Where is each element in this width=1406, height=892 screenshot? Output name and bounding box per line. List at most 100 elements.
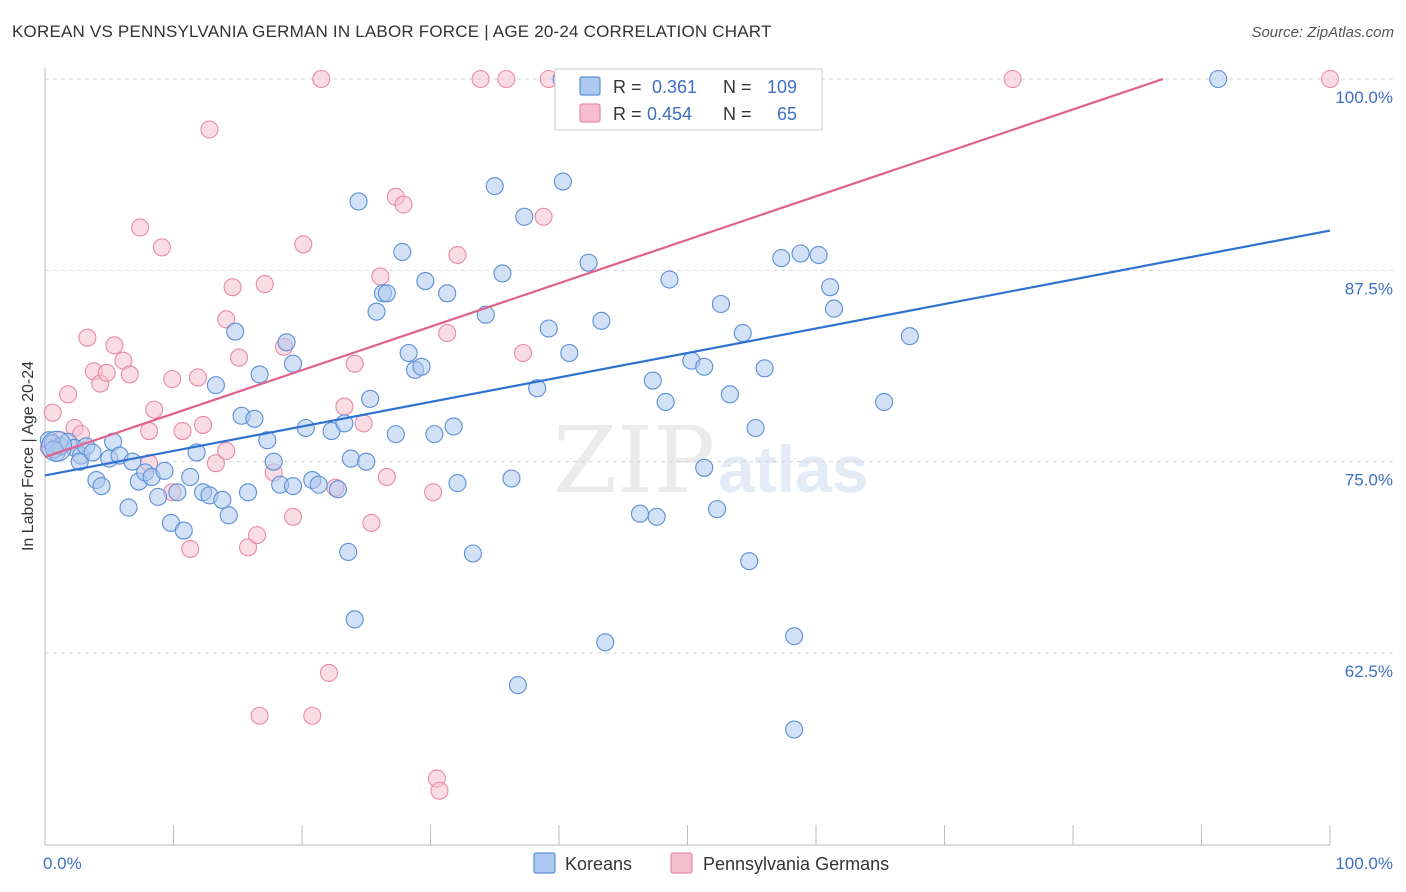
legend-n-label-pg: N = xyxy=(723,104,752,124)
koreans-point xyxy=(377,284,396,303)
pennsylvania-germans-point xyxy=(140,422,159,441)
pennsylvania-germans-point xyxy=(250,706,269,725)
y-tick-labels: 62.5% 75.0% 87.5% 100.0% xyxy=(1335,88,1393,681)
koreans-point xyxy=(174,521,193,540)
koreans-point xyxy=(772,249,791,268)
koreans-point xyxy=(553,172,572,191)
legend-n-value-koreans: 109 xyxy=(767,77,797,97)
pennsylvania-germans-point xyxy=(131,218,150,237)
koreans-point xyxy=(416,271,435,291)
koreans-point xyxy=(733,324,752,343)
koreans-point xyxy=(438,284,457,303)
koreans-point xyxy=(119,498,138,517)
koreans-point xyxy=(277,333,296,352)
koreans-point xyxy=(309,475,328,494)
koreans-point xyxy=(258,431,277,450)
koreans-point xyxy=(643,371,662,390)
pennsylvania-germans-point xyxy=(59,385,78,404)
koreans-point xyxy=(238,483,258,502)
koreans-point xyxy=(149,487,168,506)
legend-swatch-koreans xyxy=(579,76,601,96)
koreans-point xyxy=(92,477,111,496)
pennsylvania-germans-point xyxy=(97,363,116,382)
pennsylvania-germans-point xyxy=(120,365,139,384)
koreans-point xyxy=(502,469,521,488)
pennsylvania-germans-point xyxy=(335,397,354,416)
pennsylvania-germans-point xyxy=(1320,69,1340,89)
pennsylvania-germans-point xyxy=(345,354,364,373)
koreans-point xyxy=(393,242,412,262)
koreans-point xyxy=(755,359,774,378)
koreans-point xyxy=(485,177,504,196)
pennsylvania-germans-point xyxy=(105,336,124,355)
koreans-point xyxy=(596,633,615,652)
series-pennsylvania-germans-points xyxy=(39,69,1340,800)
koreans-point xyxy=(592,311,611,330)
koreans-point xyxy=(357,452,376,471)
pennsylvania-germans-point xyxy=(43,403,62,422)
koreans-point xyxy=(740,552,759,571)
gridlines xyxy=(45,78,1393,654)
koreans-point xyxy=(367,302,386,321)
y-axis-title: In Labor Force | Age 20-24 xyxy=(20,361,37,551)
source-label: Source: ZipAtlas.com xyxy=(1251,24,1394,41)
legend-top: R = 0.361 N = 109 R = 0.454 N = 65 xyxy=(554,68,823,131)
chart-title: KOREAN VS PENNSYLVANIA GERMAN IN LABOR F… xyxy=(12,22,772,41)
pennsylvania-germans-point xyxy=(1003,69,1022,89)
pennsylvania-germans-point xyxy=(294,235,313,254)
koreans-point xyxy=(508,676,527,695)
pennsylvania-germans-point xyxy=(424,483,443,502)
koreans-point xyxy=(444,417,463,436)
koreans-point xyxy=(660,270,679,289)
koreans-point xyxy=(206,376,225,395)
koreans-point xyxy=(168,483,187,502)
koreans-point xyxy=(515,207,534,226)
pennsylvania-germans-point xyxy=(152,238,171,257)
watermark-atlas: atlas xyxy=(718,432,868,506)
pennsylvania-germans-point xyxy=(217,441,236,461)
bottom-legend-swatch-pennsylvania-germans xyxy=(670,852,693,874)
koreans-point xyxy=(339,542,358,562)
y-tick-label: 75.0% xyxy=(1345,471,1393,490)
watermark: ZIP atlas xyxy=(553,407,868,514)
koreans-point xyxy=(264,452,283,471)
pennsylvania-germans-point xyxy=(354,414,373,433)
legend-bottom: Koreans Pennsylvania Germans xyxy=(533,852,889,874)
series-koreans-points xyxy=(39,69,1228,739)
koreans-point xyxy=(250,365,269,384)
koreans-point xyxy=(386,425,405,444)
koreans-point xyxy=(746,418,765,438)
koreans-point xyxy=(226,322,245,341)
pennsylvania-germans-point xyxy=(229,348,249,367)
pennsylvania-germans-point xyxy=(238,538,258,557)
pennsylvania-germans-point xyxy=(188,368,207,387)
legend-r-label-pg: R = xyxy=(613,104,642,124)
koreans-point xyxy=(791,244,810,263)
pennsylvania-germans-point xyxy=(430,781,449,800)
pennsylvania-germans-point xyxy=(200,120,219,139)
koreans-point xyxy=(708,500,727,519)
koreans-point xyxy=(70,452,89,471)
koreans-point xyxy=(412,357,431,376)
koreans-cluster-point xyxy=(41,430,73,462)
pennsylvania-germans-point xyxy=(497,69,516,89)
koreans-point xyxy=(345,610,364,629)
koreans-point xyxy=(785,627,804,646)
koreans-point xyxy=(328,480,348,499)
pennsylvania-germans-point xyxy=(319,663,339,682)
koreans-point xyxy=(579,253,598,272)
legend-swatch-pennsylvania-germans xyxy=(579,103,601,123)
koreans-point xyxy=(695,458,714,477)
koreans-point xyxy=(656,392,675,412)
legend-n-label-koreans: N = xyxy=(723,77,752,97)
pennsylvania-germans-point xyxy=(247,526,267,545)
pennsylvania-germans-point xyxy=(394,195,413,214)
koreans-point xyxy=(720,385,739,404)
koreans-point xyxy=(875,392,894,412)
pennsylvania-germans-point xyxy=(471,69,490,89)
pennsylvania-germans-point xyxy=(206,454,225,473)
koreans-point xyxy=(463,544,482,563)
koreans-point xyxy=(425,425,444,444)
koreans-point xyxy=(1209,69,1228,89)
